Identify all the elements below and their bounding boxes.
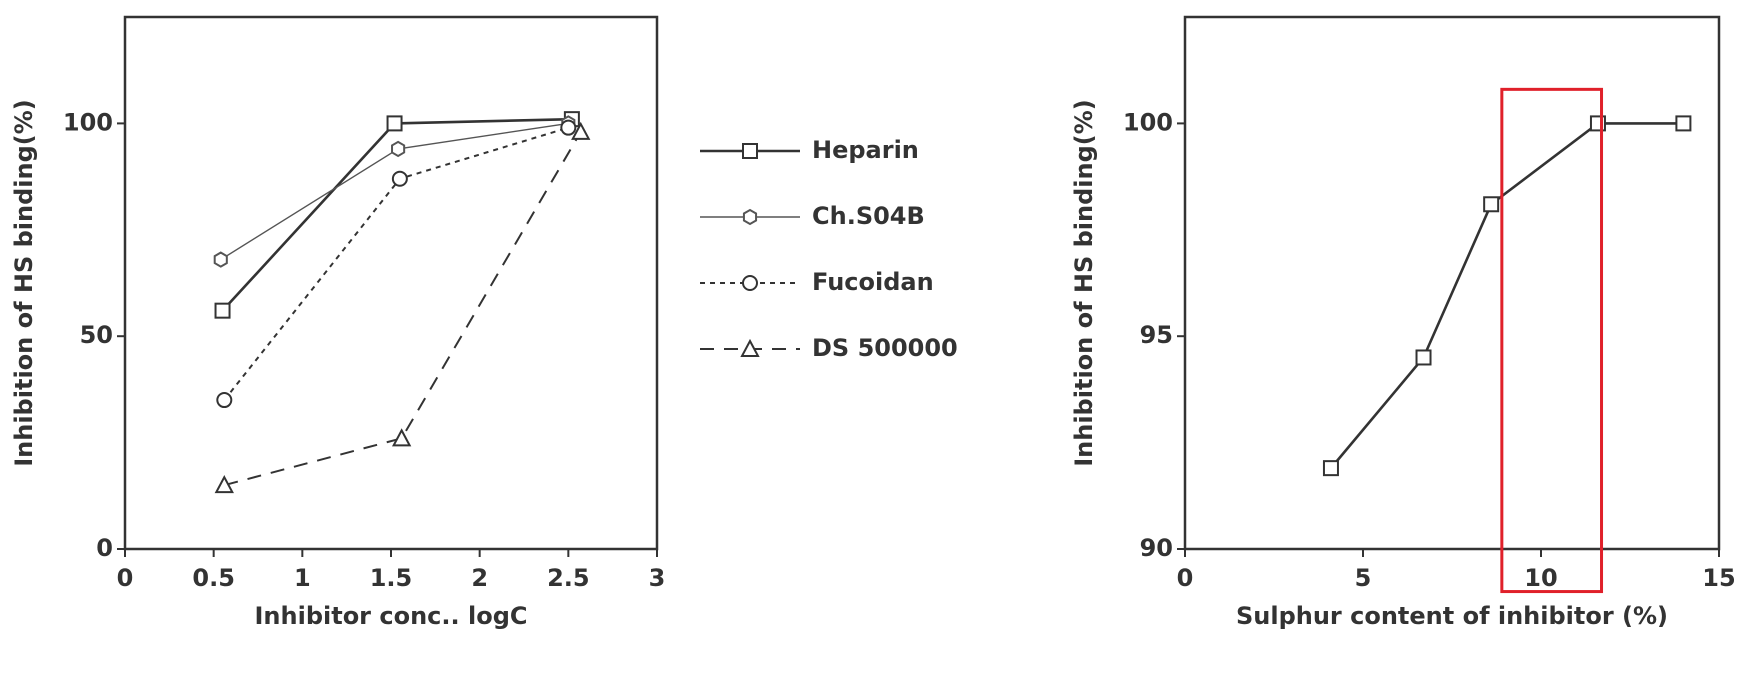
x-tick-label: 10 — [1524, 564, 1557, 592]
legend-label: Heparin — [812, 136, 919, 164]
y-tick-label: 95 — [1140, 321, 1173, 349]
marker — [742, 143, 758, 159]
series-line — [1329, 122, 1684, 469]
y-tick-label: 50 — [80, 321, 113, 349]
legend-label: Ch.S04B — [812, 202, 925, 230]
marker — [391, 428, 412, 447]
marker — [214, 302, 231, 319]
y-axis-label: Inhibition of HS binding(%) — [10, 99, 38, 467]
legend-label: DS 500000 — [812, 334, 958, 362]
x-tick-label: 5 — [1355, 564, 1372, 592]
marker — [1415, 349, 1432, 366]
marker — [560, 119, 577, 136]
y-axis-label: Inhibition of HS binding(%) — [1070, 99, 1098, 467]
x-tick-label: 2 — [471, 564, 488, 592]
x-tick-label: 15 — [1702, 564, 1735, 592]
marker — [213, 251, 228, 268]
y-tick-label: 100 — [1123, 108, 1173, 136]
marker — [216, 392, 233, 409]
x-axis-label: Inhibitor conc.. logC — [254, 602, 527, 630]
marker — [391, 140, 406, 158]
highlight-box — [1500, 87, 1604, 594]
x-tick-label: 2.5 — [547, 564, 590, 592]
marker — [391, 170, 408, 187]
marker — [571, 121, 591, 140]
marker — [1675, 115, 1692, 132]
plot-frame — [123, 15, 659, 551]
x-tick-label: 1.5 — [370, 564, 413, 592]
series-line — [224, 131, 582, 487]
legend-label: Fucoidan — [812, 268, 934, 296]
y-tick-label: 100 — [63, 108, 113, 136]
x-tick-label: 0 — [1177, 564, 1194, 592]
marker — [386, 115, 403, 132]
marker — [214, 475, 234, 494]
marker — [740, 338, 760, 357]
y-tick-label: 0 — [96, 534, 113, 562]
x-tick-label: 0 — [117, 564, 134, 592]
marker — [742, 208, 758, 226]
marker — [1322, 460, 1339, 477]
x-tick-label: 3 — [649, 564, 666, 592]
x-tick-label: 0.5 — [192, 564, 235, 592]
series-line — [223, 126, 569, 401]
marker — [1483, 196, 1500, 213]
x-tick-label: 1 — [294, 564, 311, 592]
plot-frame — [1183, 15, 1721, 551]
x-axis-label: Sulphur content of inhibitor (%) — [1236, 602, 1668, 630]
y-tick-label: 90 — [1140, 534, 1173, 562]
marker — [742, 275, 758, 291]
